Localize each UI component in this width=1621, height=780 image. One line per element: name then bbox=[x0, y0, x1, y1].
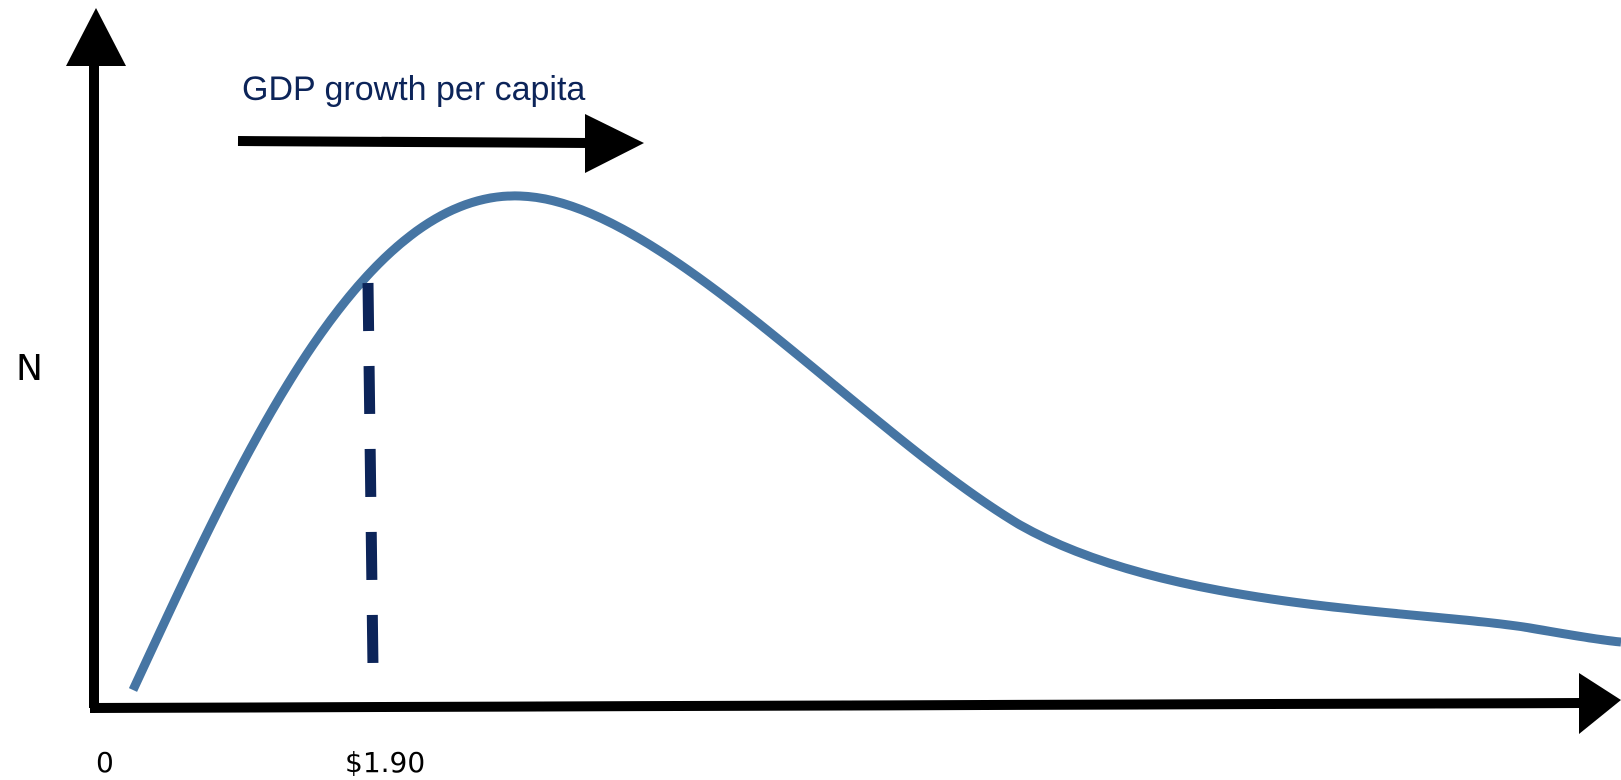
x-tick-label-poverty: $1.90 bbox=[345, 746, 425, 779]
distribution-curve bbox=[128, 191, 1621, 692]
growth-arrow-head bbox=[585, 114, 644, 173]
x-tick-label-zero: 0 bbox=[96, 746, 114, 779]
poverty-line bbox=[362, 282, 379, 669]
y-axis-label: N bbox=[16, 348, 43, 389]
y-axis-arrowhead bbox=[66, 8, 126, 66]
x-axis-line bbox=[89, 698, 1583, 713]
growth-direction-arrow bbox=[237, 114, 644, 173]
y-axis bbox=[66, 8, 126, 708]
growth-arrow-shaft bbox=[237, 136, 591, 148]
diagram-title: GDP growth per capita bbox=[242, 70, 585, 108]
x-axis bbox=[89, 673, 1621, 734]
x-axis-arrowhead bbox=[1579, 673, 1621, 734]
